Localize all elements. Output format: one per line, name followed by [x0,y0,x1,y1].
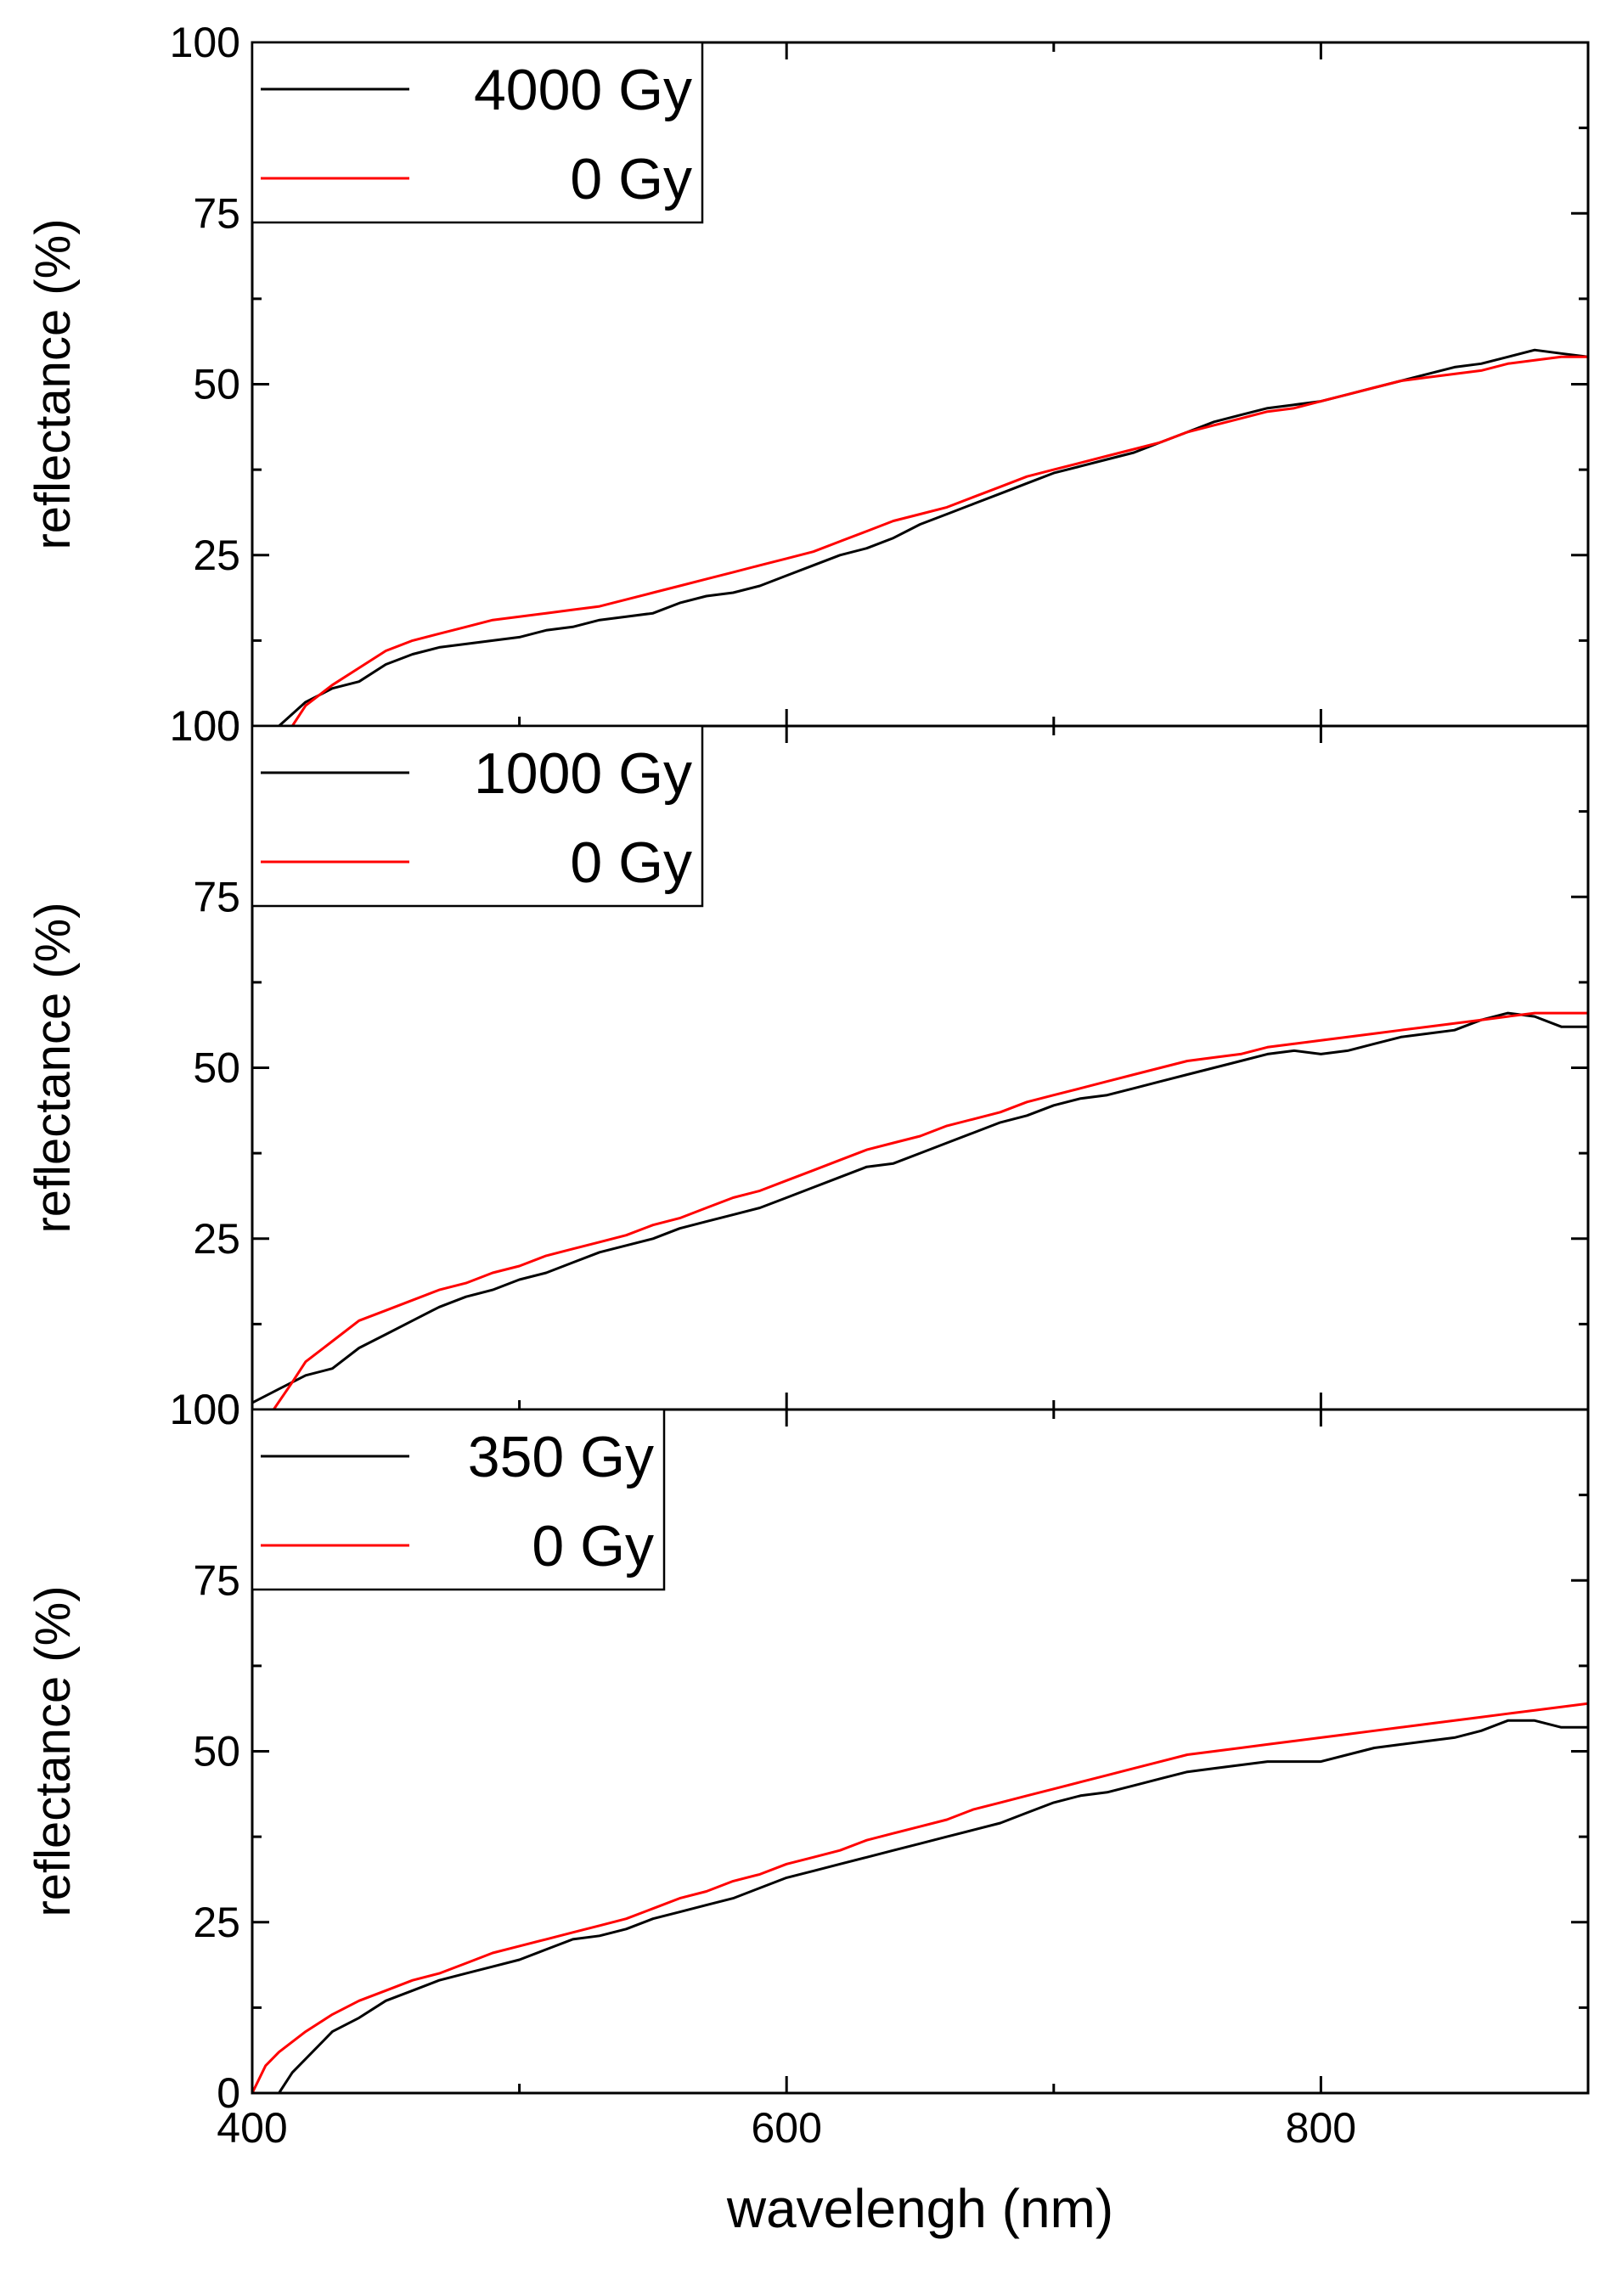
x-tick-label: 800 [1286,2104,1356,2152]
y-tick-label: 75 [193,873,240,920]
y-tick-label: 100 [170,702,240,750]
y-tick-label: 100 [170,19,240,66]
y-tick-label: 75 [193,189,240,237]
y-tick-label: 25 [193,1215,240,1263]
y-axis-title: reflectance (%) [25,1585,81,1916]
legend-box [251,724,704,908]
y-tick-label: 0 [217,2069,240,2117]
legend-label-irradiated: 4000 Gy [474,58,692,122]
y-tick-label: 50 [193,361,240,408]
y-tick-label: 75 [193,1556,240,1604]
y-tick-label: 25 [193,1899,240,1946]
legend: 1000 Gy 0 Gy [251,724,704,908]
y-axis-title: reflectance (%) [25,218,81,549]
legend-box [251,1408,666,1591]
panel-top: 100 25 50 75 100 reflectance (%) 4000 Gy 0 Gy [25,19,1590,750]
legend-label-control: 0 Gy [570,830,692,895]
legend: 350 Gy 0 Gy [251,1408,666,1591]
x-axis-title: wavelengh (nm) [726,2178,1113,2239]
legend-label-control: 0 Gy [532,1514,654,1578]
panel-middle: 100 25 50 75 100 reflectance (%) 1000 Gy 0 Gy [25,702,1590,1433]
y-tick-label: 50 [193,1044,240,1092]
legend-label-irradiated: 350 Gy [468,1425,654,1489]
y-tick-label: 50 [193,1728,240,1775]
series-line-control [290,355,1588,726]
y-tick-label: 25 [193,532,240,579]
legend-label-control: 0 Gy [570,147,692,211]
legend: 4000 Gy 0 Gy [251,41,704,224]
y-tick-label: 100 [170,1386,240,1433]
y-axis-title: reflectance (%) [25,902,81,1233]
series-line-irradiated [278,1719,1588,2093]
panel-bottom: 0 25 50 75 100 400 600 800 reflectance (%) wavele… [25,1386,1590,2239]
legend-box [251,41,704,224]
y-tick-label: 100 [170,702,240,750]
x-tick-label: 400 [217,2104,287,2152]
series-line-control [252,1702,1588,2093]
x-tick-label: 600 [751,2104,821,2152]
legend-label-irradiated: 1000 Gy [474,741,692,806]
series-line-irradiated [252,1011,1588,1404]
y-tick-label: 100 [170,1386,240,1433]
series-line-control [272,1011,1588,1410]
